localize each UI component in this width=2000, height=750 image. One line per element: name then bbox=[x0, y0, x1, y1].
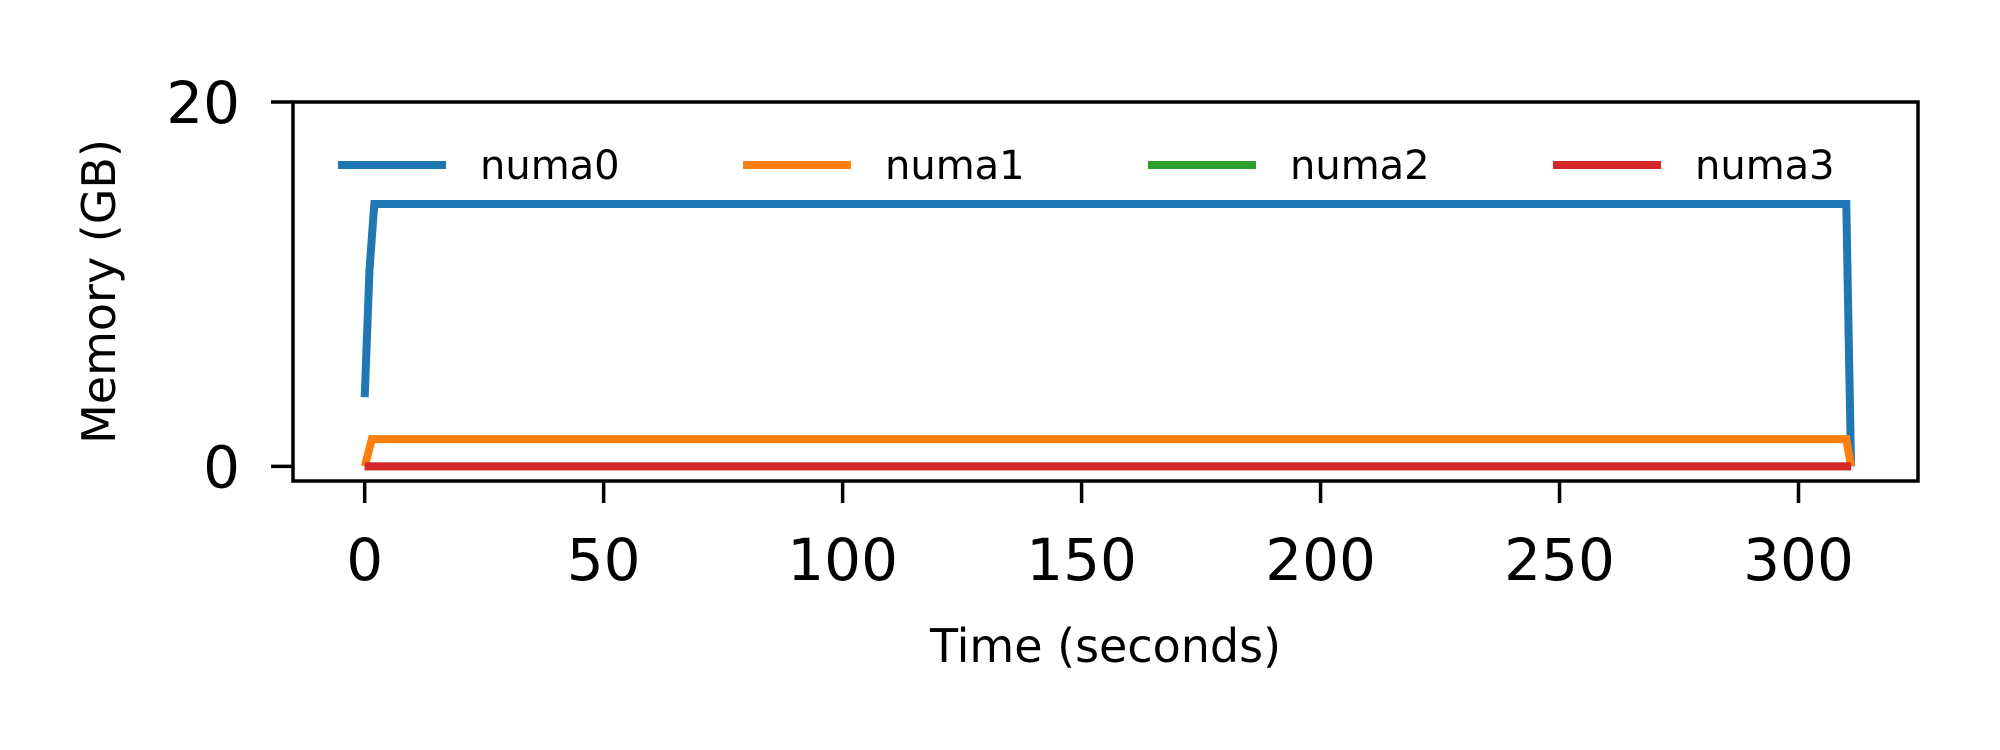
x-tick-label: 300 bbox=[1743, 526, 1854, 594]
plot-area-frame bbox=[291, 100, 1920, 483]
series-layer bbox=[360, 200, 1856, 471]
y-tick-label: 20 bbox=[166, 69, 240, 137]
y-tick-label: 0 bbox=[203, 433, 240, 501]
legend-label-numa1: numa1 bbox=[885, 143, 1025, 189]
x-axis-label: Time (seconds) bbox=[929, 619, 1281, 673]
legend-label-numa0: numa0 bbox=[480, 143, 620, 189]
x-tick-label: 150 bbox=[1026, 526, 1137, 594]
series-line-numa1 bbox=[360, 435, 1856, 468]
y-axis: 0 20 bbox=[166, 69, 293, 501]
x-tick-label: 100 bbox=[787, 526, 898, 594]
legend: numa0 numa1 numa2 numa3 bbox=[338, 143, 1835, 189]
legend-label-numa2: numa2 bbox=[1290, 143, 1430, 189]
series-line-numa0 bbox=[360, 200, 1856, 467]
legend-label-numa3: numa3 bbox=[1695, 143, 1835, 189]
x-tick-label: 200 bbox=[1265, 526, 1376, 594]
x-axis: 0 50 100 150 200 250 300 bbox=[346, 481, 1854, 594]
y-axis-label: Memory (GB) bbox=[72, 139, 126, 444]
x-tick-label: 250 bbox=[1504, 526, 1615, 594]
x-tick-label: 50 bbox=[567, 526, 641, 594]
x-tick-label: 0 bbox=[346, 526, 383, 594]
